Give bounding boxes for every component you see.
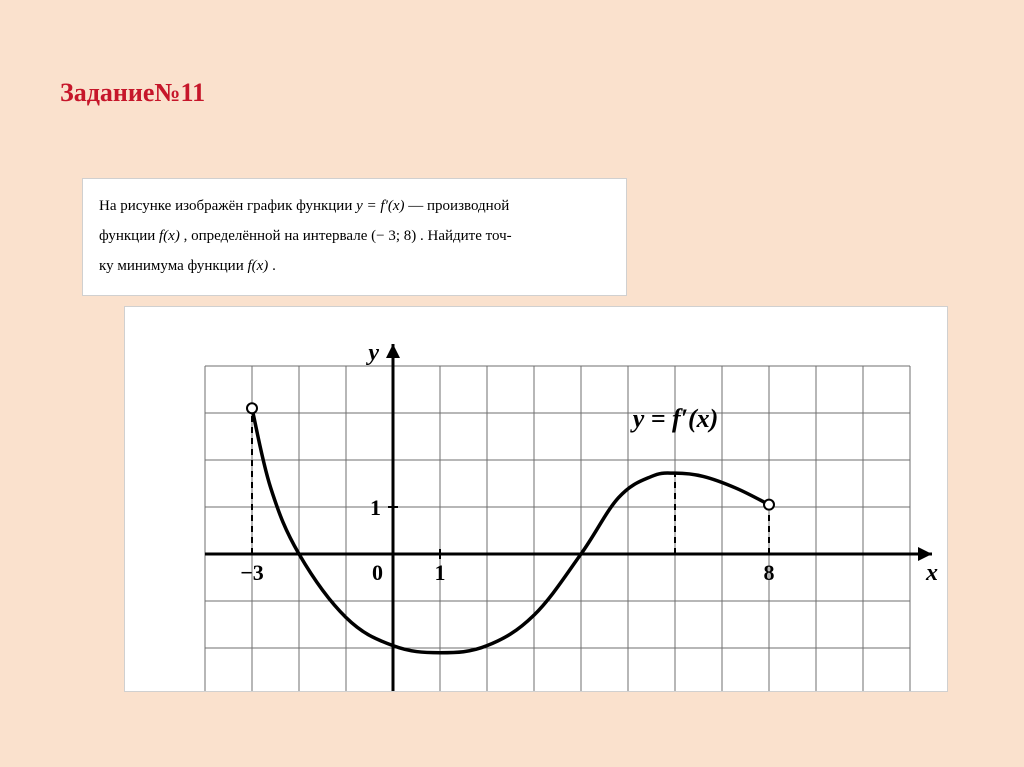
tick-y1: 1 — [370, 495, 381, 520]
tick-8: 8 — [764, 560, 775, 585]
problem-text: ку минимума функции — [99, 258, 247, 274]
problem-text: . — [272, 258, 276, 274]
problem-text: На рисунке изображён график функции — [99, 198, 356, 214]
problem-text: — производной — [408, 198, 509, 214]
labels: y x 0 −3 1 1 8 y = f′(x) — [240, 340, 938, 586]
math-fx: f(x) — [159, 228, 180, 244]
math-fx: f(x) — [247, 258, 268, 274]
problem-text: . Найдите точ- — [420, 228, 512, 244]
chart-panel: y x 0 −3 1 1 8 y = f′(x) — [124, 306, 948, 692]
x-axis-label: x — [925, 560, 938, 586]
equation-label: y = f′(x) — [630, 404, 719, 433]
problem-text: , определённой на интервале — [184, 228, 372, 244]
tick-neg3: −3 — [240, 560, 264, 585]
curve — [252, 408, 769, 652]
derivative-chart: y x 0 −3 1 1 8 y = f′(x) — [125, 307, 947, 691]
origin-label: 0 — [372, 560, 383, 585]
task-title: Задание№11 — [60, 78, 205, 108]
grid — [205, 366, 910, 691]
math-yfprime: y = f′(x) — [356, 198, 404, 214]
problem-statement: На рисунке изображён график функции y = … — [82, 178, 627, 296]
slide: Задание№11 На рисунке изображён график ф… — [0, 0, 1024, 767]
interval: (− 3; 8) — [371, 228, 416, 244]
tick-x1: 1 — [435, 560, 446, 585]
axes — [205, 344, 932, 691]
y-axis-label: y — [365, 340, 379, 366]
problem-text: функции — [99, 228, 159, 244]
